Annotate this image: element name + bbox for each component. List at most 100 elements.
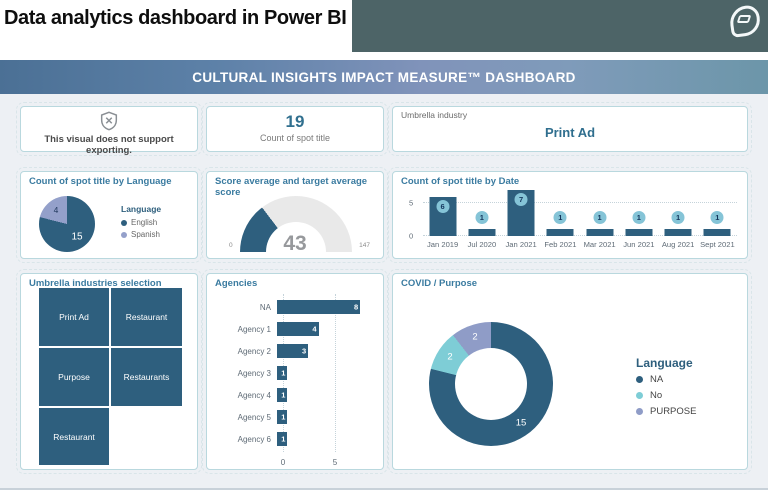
treemap-tile[interactable]: Restaurants bbox=[111, 348, 182, 406]
bar-value-badge: 7 bbox=[514, 193, 528, 206]
legend-item-spanish[interactable]: Spanish bbox=[121, 230, 161, 239]
legend-item-na[interactable]: NA bbox=[636, 374, 696, 385]
chart-title: COVID / Purpose bbox=[401, 278, 478, 289]
spot-count-card[interactable]: 19 Count of spot title bbox=[202, 102, 388, 156]
bar-category: Feb 2021 bbox=[544, 240, 577, 249]
bar-row[interactable]: Agency 3 1 bbox=[215, 366, 377, 380]
bar-value: 8 bbox=[354, 302, 359, 312]
bar-row[interactable]: NA 8 bbox=[215, 300, 377, 314]
bar-category: Jan 2021 bbox=[505, 240, 537, 249]
legend-label: Spanish bbox=[131, 230, 160, 239]
bar-row[interactable]: Agency 1 4 bbox=[215, 322, 377, 336]
bar-column[interactable]: 1 Jul 2020 bbox=[462, 190, 501, 249]
shield-x-icon bbox=[100, 111, 118, 131]
legend-item-no[interactable]: No bbox=[636, 390, 696, 401]
no-dot-icon bbox=[636, 392, 643, 399]
bar[interactable] bbox=[468, 229, 496, 236]
bar[interactable] bbox=[586, 229, 614, 236]
bar[interactable]: 1 bbox=[277, 366, 288, 380]
chart-title: Score average and target average score bbox=[215, 176, 368, 198]
date-bar-card: Count of spot title by Date 5 0 6 Jan 20… bbox=[388, 167, 752, 263]
bar-column[interactable]: 1 Sept 2021 bbox=[698, 190, 737, 249]
donut-hole bbox=[455, 348, 527, 420]
language-pie[interactable]: 15 4 bbox=[39, 196, 95, 252]
date-bar-plot: 5 0 6 Jan 2019 1 Jul 2020 7 Jan 2021 1 F… bbox=[409, 190, 737, 249]
umbrella-industry-slicer[interactable]: Umbrella industry Print Ad bbox=[388, 102, 752, 156]
bar-row[interactable]: Agency 4 1 bbox=[215, 388, 377, 402]
slicer-selected-value[interactable]: Print Ad bbox=[544, 125, 596, 140]
bar-columns: 6 Jan 2019 1 Jul 2020 7 Jan 2021 1 Feb 2… bbox=[423, 190, 737, 249]
covid-purpose-card: COVID / Purpose 15 2 2 Language NA No PU… bbox=[388, 269, 752, 474]
gauge-min: 0 bbox=[229, 242, 233, 249]
bar-column[interactable]: 1 Aug 2021 bbox=[659, 190, 698, 249]
gridline-0 bbox=[423, 235, 737, 236]
treemap-tile[interactable]: Purpose bbox=[39, 348, 109, 406]
bar-value: 4 bbox=[312, 324, 317, 334]
export-notice-text: This visual does not support exporting. bbox=[44, 134, 174, 156]
bar[interactable]: 1 bbox=[277, 410, 288, 424]
donut-value-purpose: 2 bbox=[472, 331, 478, 343]
donut-legend: Language NA No PURPOSE bbox=[636, 356, 696, 422]
x-tick: 5 bbox=[332, 458, 338, 467]
bar-value-badge: 1 bbox=[632, 211, 646, 225]
covid-donut[interactable]: 15 2 2 bbox=[429, 322, 553, 446]
treemap-tile[interactable]: Restaurant bbox=[111, 288, 182, 346]
bar[interactable]: 8 bbox=[277, 300, 361, 314]
bar-value: 1 bbox=[281, 434, 286, 444]
bar-value: 1 bbox=[281, 412, 286, 422]
chart-title: Umbrella industries selection bbox=[29, 278, 162, 289]
legend-item-purpose[interactable]: PURPOSE bbox=[636, 406, 696, 417]
bar-value-badge: 1 bbox=[710, 211, 724, 225]
bar[interactable]: 3 bbox=[277, 344, 309, 358]
y-tick: 5 bbox=[409, 198, 414, 208]
bar-column[interactable]: 6 Jan 2019 bbox=[423, 190, 462, 249]
dashboard-banner: CULTURAL INSIGHTS IMPACT MEASURE™ DASHBO… bbox=[0, 60, 768, 94]
bar-column[interactable]: 1 Jun 2021 bbox=[619, 190, 658, 249]
bar-value: 1 bbox=[281, 368, 286, 378]
bar-column[interactable]: 1 Feb 2021 bbox=[541, 190, 580, 249]
english-dot-icon bbox=[121, 219, 127, 226]
purpose-dot-icon bbox=[636, 408, 643, 415]
gauge-value: 43 bbox=[283, 232, 307, 255]
spanish-dot-icon bbox=[121, 231, 127, 238]
spot-count-label: Count of spot title bbox=[259, 133, 331, 143]
bar[interactable]: 4 bbox=[277, 322, 319, 336]
treemap-tile[interactable]: Restaurant bbox=[39, 408, 109, 465]
bar-row[interactable]: Agency 6 1 bbox=[215, 432, 377, 446]
bar-category: Agency 6 bbox=[237, 434, 271, 444]
export-notice-card: This visual does not support exporting. bbox=[16, 102, 202, 156]
bar-category: Aug 2021 bbox=[661, 240, 695, 249]
legend-item-english[interactable]: English bbox=[121, 218, 161, 227]
legend-label: No bbox=[650, 390, 663, 401]
spot-count-value: 19 bbox=[285, 112, 305, 131]
slicer-label: Umbrella industry bbox=[401, 110, 468, 120]
bar[interactable]: 1 bbox=[277, 388, 288, 402]
bar-category: Agency 3 bbox=[237, 368, 271, 378]
bar-category: Sept 2021 bbox=[700, 240, 735, 249]
bar-column[interactable]: 1 Mar 2021 bbox=[580, 190, 619, 249]
bar-row[interactable]: Agency 5 1 bbox=[215, 410, 377, 424]
gridline-5 bbox=[335, 294, 336, 452]
bar[interactable] bbox=[664, 229, 692, 236]
bar-column[interactable]: 7 Jan 2021 bbox=[502, 190, 541, 249]
y-tick: 0 bbox=[409, 231, 414, 241]
legend-title: Language bbox=[121, 204, 162, 214]
agencies-plot: NA 8 Agency 1 4 Agency 2 3 Agency 3 1 Ag… bbox=[215, 294, 377, 467]
score-gauge-card: Score average and target average score 0… bbox=[202, 167, 388, 263]
bar-category: Mar 2021 bbox=[583, 240, 616, 249]
gauge-max: 147 bbox=[359, 242, 370, 249]
bar-category: Jan 2019 bbox=[427, 240, 459, 249]
bar-category: Agency 1 bbox=[237, 324, 271, 334]
bar-value-badge: 1 bbox=[671, 211, 685, 225]
chart-title: Count of spot title by Language bbox=[29, 176, 172, 187]
bar[interactable] bbox=[703, 229, 731, 236]
legend-title: Language bbox=[636, 356, 693, 370]
pie-legend: Language English Spanish bbox=[121, 204, 161, 242]
bar[interactable] bbox=[625, 229, 653, 236]
x-tick: 0 bbox=[280, 458, 286, 467]
bar[interactable] bbox=[546, 229, 574, 236]
bar-row[interactable]: Agency 2 3 bbox=[215, 344, 377, 358]
bar[interactable]: 1 bbox=[277, 432, 288, 446]
bar-value-badge: 6 bbox=[436, 199, 450, 213]
treemap-tile[interactable]: Print Ad bbox=[39, 288, 109, 346]
